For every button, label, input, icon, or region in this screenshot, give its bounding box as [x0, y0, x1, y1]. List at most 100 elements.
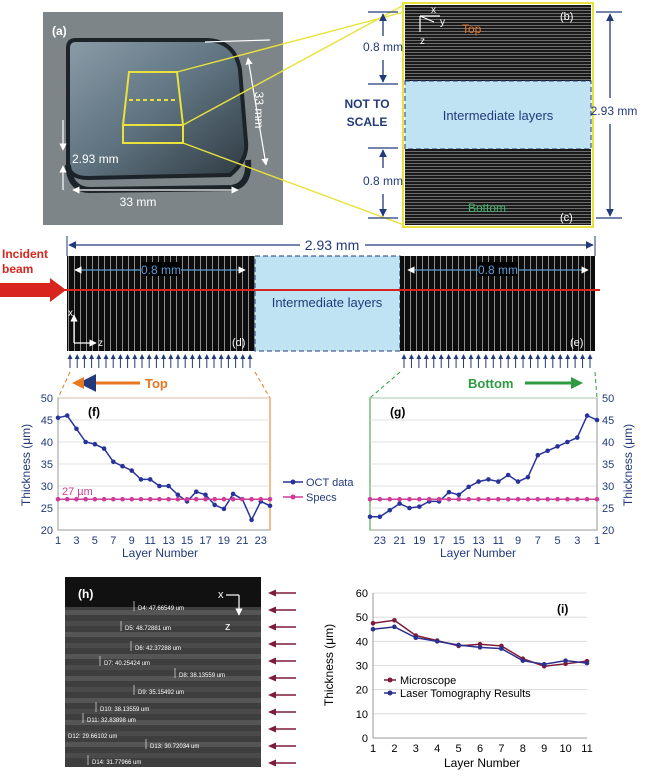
axis-z-label-h: z	[225, 621, 231, 633]
data-point	[249, 517, 254, 523]
panel-c-image	[405, 149, 591, 225]
data-point	[55, 415, 61, 421]
layer-tick-arrowhead	[103, 354, 109, 359]
data-point	[555, 444, 560, 449]
data-point	[520, 658, 526, 663]
y-tick-label: 40	[41, 437, 53, 449]
incident-beam-label-2: beam	[2, 262, 33, 276]
axis-z-label-de: z	[98, 338, 103, 349]
layer-tick-arrowhead	[572, 354, 578, 359]
data-point	[240, 496, 245, 502]
y-tick-label: 20	[602, 525, 614, 537]
dim-c-label: 0.8 mm	[363, 174, 403, 188]
data-point	[138, 496, 144, 502]
data-point	[584, 660, 590, 666]
y-tick-label: 0	[362, 733, 368, 745]
data-point	[392, 618, 397, 623]
sem-band	[65, 687, 261, 692]
bottom-direction-arrowhead	[571, 377, 583, 389]
layer-tick-arrowhead	[67, 354, 73, 359]
layer-tick-arrowhead	[225, 354, 231, 359]
data-point	[377, 514, 383, 520]
data-point	[545, 448, 550, 454]
panel-a: (a) 33 mm 33 mm 2.93 mm	[43, 12, 283, 225]
measurement-label: D12: 29.66102 um	[68, 734, 117, 740]
intermediate-layers-box-de	[254, 255, 401, 352]
data-point	[175, 492, 181, 498]
data-point	[594, 417, 600, 423]
layer-tick-arrowhead	[408, 354, 414, 359]
data-point	[407, 505, 412, 511]
measurement-label: D14: 31.77966 um	[92, 760, 141, 766]
data-point	[370, 620, 376, 626]
measurement-label: D7: 40.25424 um	[104, 661, 150, 667]
data-point	[505, 472, 511, 478]
data-point	[138, 477, 144, 482]
layer-tick-arrowhead	[453, 354, 459, 359]
data-point	[111, 496, 116, 502]
panel-de: 2.93 mm Intermediate layers 0.8 mm 0.8 m…	[0, 236, 600, 399]
data-point	[574, 496, 580, 502]
layer-tick-arrowhead	[161, 354, 167, 359]
data-point	[456, 492, 462, 498]
layer-tick-arrowhead	[74, 354, 80, 359]
layer-tick-arrowhead	[565, 354, 571, 359]
layer-tick-arrowhead	[580, 354, 586, 359]
data-point	[166, 496, 171, 502]
data-point	[515, 479, 521, 484]
x-tick-label: 17	[433, 535, 445, 547]
top-direction-arrowhead	[72, 377, 84, 389]
chart-i: (i) Thickness (μm) Layer Number 0 10 20 30 4…	[322, 588, 593, 770]
data-point	[397, 501, 402, 506]
layer-tick-arrowhead	[96, 354, 102, 359]
layer-tick-arrowhead	[587, 354, 593, 359]
axis-x-label-h: x	[218, 589, 224, 601]
panel-h-label: (h)	[78, 587, 93, 601]
y-tick-label: 40	[602, 437, 614, 449]
chart-g-label: (g)	[390, 405, 405, 419]
layer-tick-arrowhead	[513, 354, 519, 359]
axis-x-label: x	[431, 5, 436, 16]
incident-beam-label-1: Incident	[2, 247, 48, 261]
x-tick-label: 7	[535, 535, 541, 547]
data-point	[496, 479, 501, 484]
chart-f-legend: OCT data Specs	[283, 477, 354, 504]
top-direction-label: Top	[145, 376, 168, 391]
layer-tick-arrowhead	[505, 354, 511, 359]
data-point	[476, 496, 481, 502]
layer-tick-arrowhead	[542, 354, 548, 359]
data-point	[129, 468, 135, 473]
x-tick-label: 13	[162, 535, 174, 547]
top-text: Top	[462, 22, 482, 36]
data-point	[417, 504, 422, 509]
data-point	[387, 496, 393, 502]
y-tick-label: 25	[602, 503, 614, 515]
sem-band	[65, 665, 261, 670]
data-point	[367, 514, 373, 520]
data-point	[370, 626, 376, 632]
panel-b-image	[405, 5, 591, 81]
sem-band	[65, 632, 261, 637]
legend-oct-marker	[290, 479, 296, 485]
data-point	[267, 496, 273, 502]
dim-total-right-label: 2.93 mm	[591, 104, 638, 118]
layer-tick-arrowhead	[446, 354, 452, 359]
layer-tick-arrowhead	[125, 354, 131, 359]
x-tick-label: 3	[574, 535, 580, 547]
layer-tick-arrowhead	[520, 354, 526, 359]
sem-layer-arrows	[268, 589, 296, 767]
x-tick-label: 9	[129, 535, 135, 547]
x-tick-label: 9	[541, 743, 547, 755]
x-tick-label: 21	[393, 535, 405, 547]
layer-tick-arrowhead	[211, 354, 217, 359]
axis-y-label: y	[440, 17, 445, 28]
dim-total-label: 2.93 mm	[305, 237, 359, 253]
data-point	[147, 496, 153, 502]
panel-h-top-band	[65, 577, 261, 607]
x-tick-label: 8	[520, 743, 526, 755]
layer-tick-arrowhead	[438, 354, 444, 359]
data-point	[157, 496, 162, 502]
sem-band	[65, 753, 261, 758]
data-point	[535, 496, 541, 502]
